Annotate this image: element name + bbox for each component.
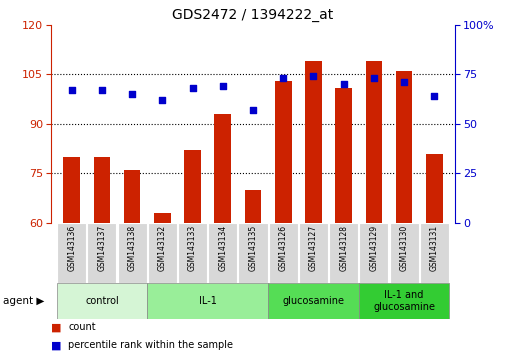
Point bbox=[97, 87, 106, 93]
Point bbox=[279, 75, 287, 81]
Bar bbox=[147, 223, 177, 283]
Bar bbox=[298, 223, 327, 283]
Bar bbox=[365, 61, 381, 354]
Text: GSM143129: GSM143129 bbox=[369, 225, 378, 271]
Text: GSM143136: GSM143136 bbox=[67, 225, 76, 271]
Bar bbox=[214, 114, 231, 354]
Bar bbox=[57, 283, 147, 319]
Bar bbox=[268, 283, 358, 319]
Bar bbox=[328, 223, 358, 283]
Text: GSM143138: GSM143138 bbox=[127, 225, 136, 271]
Text: GSM143133: GSM143133 bbox=[188, 225, 196, 271]
Text: IL-1: IL-1 bbox=[198, 296, 216, 306]
Point bbox=[158, 97, 166, 103]
Text: glucosamine: glucosamine bbox=[282, 296, 344, 306]
Bar bbox=[178, 223, 207, 283]
Text: GSM143130: GSM143130 bbox=[399, 225, 408, 271]
Bar bbox=[395, 71, 412, 354]
Text: ■: ■ bbox=[50, 322, 61, 332]
Text: ■: ■ bbox=[50, 340, 61, 350]
Bar bbox=[419, 223, 448, 283]
Bar bbox=[124, 170, 140, 354]
Bar bbox=[87, 223, 116, 283]
Bar bbox=[238, 223, 267, 283]
Bar bbox=[93, 157, 110, 354]
Bar bbox=[184, 150, 200, 354]
Point bbox=[218, 84, 226, 89]
Point bbox=[188, 85, 196, 91]
Text: agent ▶: agent ▶ bbox=[3, 296, 44, 306]
Text: GSM143127: GSM143127 bbox=[309, 225, 317, 271]
Point bbox=[369, 75, 377, 81]
Bar bbox=[268, 223, 297, 283]
Point bbox=[399, 79, 408, 85]
Text: IL-1 and
glucosamine: IL-1 and glucosamine bbox=[372, 290, 434, 312]
Point bbox=[128, 91, 136, 97]
Bar bbox=[208, 223, 237, 283]
Text: GSM143128: GSM143128 bbox=[338, 225, 347, 271]
Text: control: control bbox=[85, 296, 119, 306]
Text: percentile rank within the sample: percentile rank within the sample bbox=[68, 340, 233, 350]
Bar bbox=[274, 81, 291, 354]
Point bbox=[68, 87, 76, 93]
Text: count: count bbox=[68, 322, 96, 332]
Point bbox=[429, 93, 437, 99]
Point bbox=[248, 107, 257, 113]
Bar bbox=[154, 213, 170, 354]
Text: GSM143126: GSM143126 bbox=[278, 225, 287, 271]
Bar bbox=[359, 223, 387, 283]
Point bbox=[339, 81, 347, 87]
Bar bbox=[335, 87, 351, 354]
Text: GSM143132: GSM143132 bbox=[158, 225, 167, 271]
Bar bbox=[118, 223, 146, 283]
Bar bbox=[305, 61, 321, 354]
Bar bbox=[57, 223, 86, 283]
Bar bbox=[244, 190, 261, 354]
Text: GSM143131: GSM143131 bbox=[429, 225, 438, 271]
Text: GSM143135: GSM143135 bbox=[248, 225, 257, 271]
Title: GDS2472 / 1394222_at: GDS2472 / 1394222_at bbox=[172, 8, 333, 22]
Bar bbox=[425, 154, 442, 354]
Text: GSM143134: GSM143134 bbox=[218, 225, 227, 271]
Bar bbox=[63, 157, 80, 354]
Bar bbox=[389, 223, 418, 283]
Text: GSM143137: GSM143137 bbox=[97, 225, 106, 271]
Bar bbox=[147, 283, 268, 319]
Bar bbox=[358, 283, 448, 319]
Point bbox=[309, 74, 317, 79]
